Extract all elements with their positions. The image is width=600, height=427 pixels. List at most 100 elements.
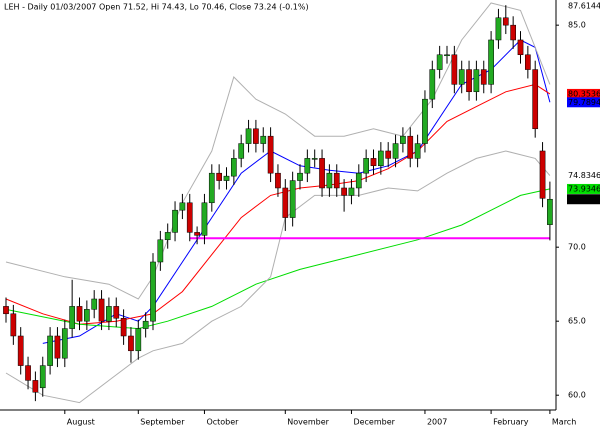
price-tag-box [567, 170, 600, 181]
candle-body [201, 202, 208, 236]
candle-body [275, 172, 281, 189]
candle-body [61, 328, 68, 359]
chart-title: LEH - Daily 01/03/2007 Open 71.52, Hi 74… [4, 3, 309, 12]
candle-body [135, 328, 142, 352]
candle-body [282, 187, 289, 218]
candle-body [363, 158, 369, 174]
candle-body [539, 150, 546, 199]
candle-body [128, 335, 134, 352]
price-tag-box [567, 88, 600, 99]
candle-body [253, 128, 259, 144]
x-tick-label: August [67, 418, 95, 427]
candle-body [311, 158, 318, 160]
candle-body [458, 69, 465, 85]
candle-body [407, 135, 414, 159]
candle-body [120, 317, 127, 337]
candle-body [54, 335, 61, 359]
price-tag-box [567, 97, 600, 108]
price-tag-label: 73.9346 [568, 184, 600, 193]
candle-body [245, 128, 252, 144]
candle-body [355, 172, 362, 189]
candle-body [76, 306, 83, 322]
candle-body [488, 39, 494, 85]
candle-body [436, 54, 443, 70]
x-tick-label: September [140, 418, 185, 427]
candle-body [216, 172, 223, 181]
candle-body [392, 143, 399, 159]
candle-body [142, 320, 149, 329]
candle-body [429, 69, 436, 100]
candle-body [473, 69, 480, 93]
candle-body [400, 135, 406, 144]
candle-body [98, 298, 105, 322]
price-tag-box [567, 183, 600, 194]
candle-body [194, 232, 200, 236]
price-tag-label: 79.7894 [568, 98, 600, 107]
candle-body [91, 298, 98, 310]
candle-body [422, 98, 428, 144]
candle-body [150, 261, 156, 322]
price-tag-label: 74.8346 [568, 171, 600, 180]
candle-body [517, 39, 524, 56]
candle-body [525, 54, 531, 70]
price-tag-box [567, 1, 600, 11]
candle-body [267, 135, 274, 174]
candle-body [39, 365, 46, 389]
candle-body [532, 69, 539, 130]
candle-body [164, 232, 171, 241]
candle-body [385, 150, 392, 159]
candle-body [451, 54, 458, 85]
y-tick-label: 65.0 [568, 317, 586, 326]
candle-body [466, 69, 472, 93]
x-tick-label: October [206, 418, 239, 427]
price-tag-box [567, 194, 600, 205]
candle-body [47, 335, 53, 366]
candle-body [444, 54, 450, 57]
candle-body [260, 135, 267, 144]
x-tick-label: November [287, 418, 329, 427]
candle-body [84, 309, 90, 322]
x-tick-label: 2007 [427, 418, 447, 427]
candle-body [32, 380, 39, 393]
candle-body [333, 172, 340, 189]
candle-body [25, 365, 31, 381]
price-tag-label: 73.24 [568, 195, 591, 204]
x-tick-label: February [493, 418, 529, 427]
indicator-line [5, 2, 551, 300]
y-tick-label: 70.0 [568, 243, 586, 252]
candle-body [3, 306, 9, 315]
x-tick-label: December [353, 418, 395, 427]
candle-body [179, 202, 186, 211]
candle-body [319, 158, 325, 189]
candle-body [348, 187, 355, 196]
candle-body [297, 172, 303, 181]
x-tick-label: March [552, 418, 576, 427]
candle-body [238, 143, 245, 159]
candle-body [223, 175, 230, 181]
candle-body [370, 158, 377, 167]
candle-body [208, 172, 215, 204]
y-tick-label: 60.0 [568, 391, 586, 400]
candle-body [502, 17, 509, 26]
candle-body [495, 17, 502, 41]
candle-body [172, 209, 178, 233]
indicator-line [5, 150, 551, 404]
candle-body [231, 158, 237, 177]
y-tick-label: 85.0 [568, 21, 586, 30]
candle-body [289, 180, 296, 218]
candle-body [113, 306, 120, 319]
candle-body [510, 24, 516, 41]
candle-body [186, 202, 193, 233]
candle-body [326, 172, 333, 189]
candle-body [480, 69, 487, 85]
price-tag-label: 87.6144 [568, 2, 600, 11]
price-tag-label: 80.3536 [568, 89, 600, 98]
candle-body [106, 306, 112, 322]
candle-body [547, 198, 553, 225]
candle-body [10, 313, 17, 337]
candle-body [69, 306, 76, 329]
candle-body [378, 150, 384, 167]
candle-body [304, 158, 311, 174]
